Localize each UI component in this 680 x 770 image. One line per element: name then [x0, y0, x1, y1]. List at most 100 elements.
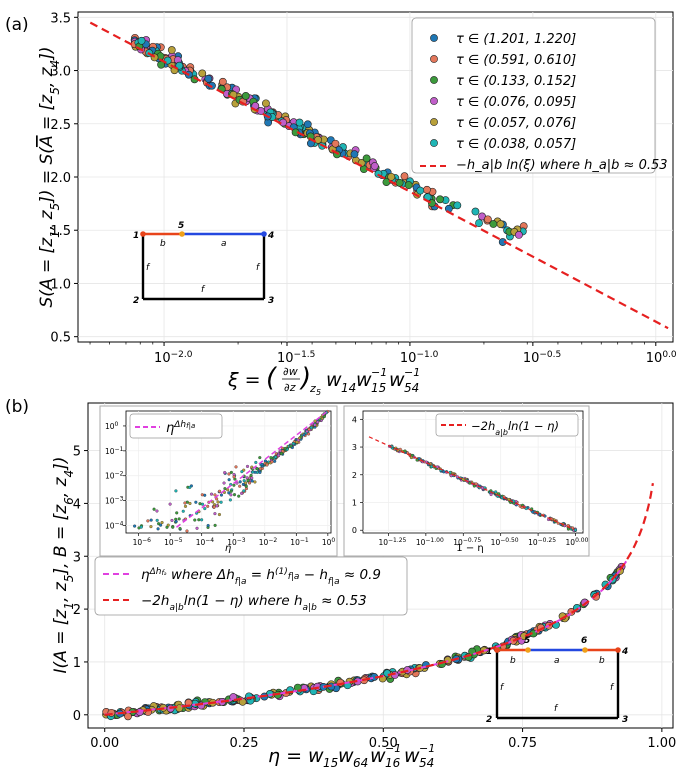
- inset-left-point: [251, 470, 255, 474]
- panel-a-point: [350, 150, 359, 159]
- inset-left-point: [229, 489, 233, 493]
- panel-b-y-tick-label: 1: [73, 656, 81, 671]
- inset-left-point: [213, 512, 217, 516]
- inset-left-point: [273, 459, 277, 463]
- panel-a-point: [137, 36, 146, 45]
- inset-left-point: [279, 452, 284, 456]
- inset-left-point: [265, 463, 269, 467]
- inset-left-point: [281, 449, 285, 453]
- inset-left-point: [223, 471, 227, 475]
- panel-a-inset-diagram: 1 5 4 2 3 b a f f f: [133, 221, 274, 306]
- svg-text:54: 54: [404, 381, 419, 395]
- inset-right-x-tick-label: 10−1.25: [378, 537, 406, 548]
- svg-text:w: w: [338, 745, 354, 767]
- svg-text:1: 1: [486, 647, 492, 657]
- panel-a-point: [295, 118, 304, 127]
- inset-left-point: [212, 505, 216, 509]
- inset-left-point: [258, 456, 262, 460]
- inset-left-point: [307, 428, 311, 432]
- inset-left-point: [245, 476, 249, 480]
- panel-a-point: [331, 139, 340, 148]
- inset-left-point: [185, 529, 189, 533]
- panel-b-inset-left: 10−6 10−5 10−4 10−3 10−2 10−1 100 10−4 10−3 10−2 1…: [99, 405, 338, 557]
- panel-b-y-tick-label: 4: [73, 497, 81, 512]
- inset-right-y-tick-label: 2: [352, 471, 357, 480]
- inset-left-point: [305, 429, 309, 433]
- inset-left-point: [223, 487, 227, 491]
- inset-right-point: [442, 470, 446, 474]
- panel-b-x-tick-label: 1.00: [647, 736, 676, 751]
- panel-a-point: [241, 92, 250, 100]
- panel-b-inset-right: 10−1.25 10−1.00 10−0.75 10−0.50 10−0.25 100.0…: [343, 405, 590, 557]
- inset-left-point: [188, 485, 192, 489]
- svg-text:w: w: [308, 745, 324, 767]
- svg-text:−1: −1: [371, 366, 387, 379]
- inset-right-x-tick-label: 10−1.00: [416, 537, 444, 548]
- inset-left-point: [247, 481, 252, 485]
- inset-left-point: [249, 473, 253, 477]
- inset-left-point: [165, 525, 169, 529]
- inset-left-point: [200, 502, 205, 506]
- svg-text:η =: η =: [268, 745, 302, 767]
- inset-left-x-tick-label: 10−2: [259, 537, 278, 548]
- svg-text:16: 16: [385, 756, 401, 770]
- panel-a-x-tick-label: 100.0: [646, 350, 677, 366]
- inset-left-point: [241, 482, 245, 486]
- inset-left-point: [283, 446, 287, 450]
- inset-left-point: [170, 518, 174, 522]
- inset-left-point: [198, 502, 202, 506]
- svg-text:(: (: [266, 363, 278, 393]
- svg-text:f: f: [610, 683, 615, 693]
- inset-left-point: [175, 511, 179, 515]
- inset-left-y-tick-label: 10−4: [105, 520, 124, 531]
- inset-left-point: [160, 521, 164, 525]
- inset-left-point: [232, 475, 236, 479]
- inset-left-point: [200, 518, 204, 522]
- inset-left-point: [291, 442, 295, 446]
- svg-text:4: 4: [267, 231, 274, 241]
- inset-left-point: [306, 432, 311, 436]
- inset-right-y-tick-label: 4: [352, 415, 357, 424]
- inset-right-x-tick-label: 10−0.50: [491, 537, 519, 548]
- inset-left-point: [159, 523, 163, 527]
- inset-left-point: [219, 500, 223, 504]
- svg-text:ηΔhfₐ where Δhf|a = h(1)f|a −: ηΔhfₐ where Δhf|a = h(1)f|a − hf|a ≈ 0.9: [141, 567, 381, 587]
- panel-b-log-fit-line: [104, 483, 654, 716]
- inset-left-point: [295, 440, 299, 444]
- svg-text:w: w: [389, 369, 405, 391]
- panel-a-legend: τ ∈ (1.201, 1.220] τ ∈ (0.591, 0.610] τ ∈ …: [411, 17, 668, 174]
- panel-b-x-label: η = w 15 w 64 w 16−1 w 54−1: [268, 742, 435, 770]
- svg-text:f: f: [256, 263, 261, 273]
- panel-a-y-tick-label: 3.5: [50, 11, 71, 26]
- panel-a-legend-label: τ ∈ (0.057, 0.076]: [456, 116, 576, 131]
- panel-a-point: [262, 99, 270, 108]
- panel-b-label: (b): [5, 397, 29, 417]
- inset-right-point: [430, 464, 434, 469]
- panel-a-point: [204, 74, 213, 83]
- panel-b-legend: ηΔhfₐ where Δhf|a = h(1)f|a − hf|a ≈ 0.9…: [94, 556, 408, 616]
- panel-b-y-tick-label: 0: [73, 709, 81, 724]
- panel-b-x-ticks: 0.00 0.25 0.50 0.75 1.00: [90, 728, 676, 751]
- panel-a-legend-label: τ ∈ (0.591, 0.610]: [456, 53, 576, 68]
- svg-text:−1: −1: [404, 366, 420, 379]
- inset-right-point: [403, 449, 407, 453]
- svg-text:∂w: ∂w: [283, 365, 298, 378]
- inset-left-point: [277, 453, 281, 457]
- inset-left-point: [245, 464, 250, 468]
- inset-left-point: [244, 484, 248, 488]
- inset-left-point: [139, 525, 143, 529]
- panel-a-point: [496, 220, 505, 229]
- inset-left-point: [215, 497, 219, 501]
- inset-left-point: [227, 491, 231, 495]
- inset-left-point: [178, 526, 182, 531]
- panel-a-point: [387, 172, 396, 181]
- inset-left-point: [274, 455, 278, 459]
- panel-b-point: [124, 712, 132, 721]
- svg-text:w: w: [356, 369, 372, 391]
- inset-right-point: [489, 492, 493, 497]
- inset-left-y-tick-label: 10−3: [105, 495, 124, 506]
- inset-left-point: [222, 481, 226, 485]
- inset-left-point: [228, 498, 232, 502]
- inset-right-x-tick-label: 10−0.75: [453, 537, 481, 548]
